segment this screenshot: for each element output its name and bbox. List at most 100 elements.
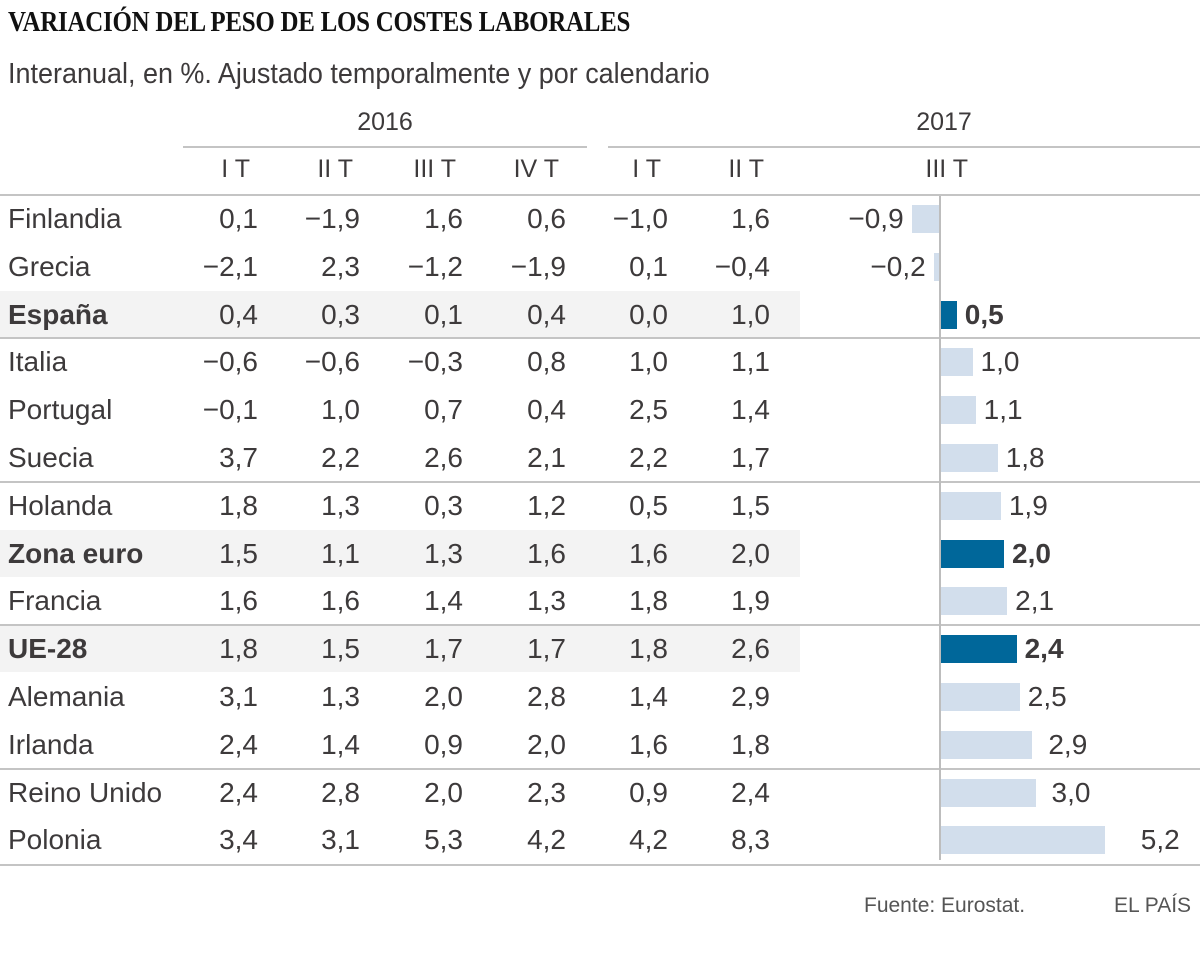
value-cell: 1,8 (219, 633, 258, 665)
table-row: España 0,4 0,3 0,1 0,4 0,0 1,0 0,5 (0, 290, 1200, 339)
country-name: Francia (8, 585, 102, 617)
zero-axis (939, 196, 941, 860)
bar-label: 3,0 (1051, 776, 1091, 808)
country-name: Grecia (8, 250, 91, 282)
row-highlight (0, 290, 800, 338)
year-header-2016: 2016 (357, 108, 413, 136)
table-row: Irlanda 2,4 1,4 0,9 2,0 1,6 1,8 2,9 (0, 721, 1200, 769)
value-cell: 2,2 (629, 442, 668, 473)
quarter-header: I T (632, 155, 661, 183)
value-cell: 1,6 (219, 585, 258, 617)
table-row: Suecia 3,7 2,2 2,6 2,1 2,2 1,7 1,8 (0, 434, 1200, 482)
value-cell: 1,5 (731, 489, 770, 521)
value-cell: 3,1 (219, 681, 258, 712)
value-cell: 2,8 (321, 776, 360, 808)
value-cell: 0,4 (219, 298, 258, 330)
table-row: Finlandia 0,1 −1,9 1,6 0,6 −1,0 1,6 −0,9 (0, 195, 1200, 243)
bar-label: 0,5 (964, 298, 1004, 330)
bar-label: 2,9 (1048, 728, 1088, 760)
value-cell: 4,2 (629, 824, 668, 856)
table-row: Portugal −0,1 1,0 0,7 0,4 2,5 1,4 1,1 (0, 386, 1200, 434)
value-cell: −0,4 (714, 250, 770, 282)
country-name: Portugal (8, 394, 113, 426)
bar (941, 444, 998, 472)
quarter-header: II T (317, 155, 353, 183)
value-cell: 0,1 (629, 250, 668, 282)
bar-label: −0,9 (848, 203, 904, 234)
country-name: Suecia (8, 442, 94, 473)
country-name: Finlandia (8, 203, 122, 234)
value-cell: 2,3 (527, 776, 566, 808)
value-cell: −0,1 (202, 394, 258, 426)
bar (933, 252, 940, 281)
table-row: Francia 1,6 1,6 1,4 1,3 1,8 1,9 2,1 (0, 577, 1200, 625)
value-cell: 4,2 (527, 824, 566, 856)
value-cell: 2,0 (424, 681, 463, 712)
value-cell: 1,5 (321, 633, 360, 665)
value-cell: 1,1 (321, 537, 360, 569)
table-row: Italia −0,6 −0,6 −0,3 0,8 1,0 1,1 1,0 (0, 338, 1200, 386)
value-cell: 1,3 (321, 681, 360, 712)
bar (941, 826, 1105, 855)
bar-label: 2,5 (1027, 681, 1067, 712)
value-cell: 1,7 (527, 633, 566, 665)
value-cell: 1,3 (527, 585, 566, 617)
bar-label: 1,8 (1005, 442, 1045, 473)
value-cell: 0,4 (527, 394, 566, 426)
value-cell: 0,1 (424, 298, 463, 330)
table-row: Reino Unido 2,4 2,8 2,0 2,3 0,9 2,4 3,0 (0, 769, 1200, 817)
quarter-header: III T (413, 155, 456, 183)
value-cell: 2,0 (731, 537, 770, 569)
value-cell: 1,8 (629, 585, 668, 617)
bar-label: 5,2 (1140, 824, 1180, 856)
country-name: España (8, 298, 108, 330)
value-cell: 1,0 (321, 394, 360, 426)
value-cell: 1,6 (629, 728, 668, 760)
row-divider (0, 864, 1200, 866)
value-cell: 1,7 (731, 442, 770, 473)
value-cell: 1,3 (321, 489, 360, 521)
bar (941, 396, 976, 425)
value-cell: 2,6 (731, 633, 770, 665)
country-name: Italia (8, 346, 68, 378)
value-cell: 0,7 (424, 394, 463, 426)
value-cell: −2,1 (202, 250, 258, 282)
value-cell: 1,3 (424, 537, 463, 569)
quarter-header: II T (728, 155, 764, 183)
value-cell: 2,0 (527, 728, 566, 760)
value-cell: 2,5 (629, 394, 668, 426)
value-cell: 2,2 (321, 442, 360, 473)
value-cell: −0,3 (407, 346, 463, 378)
value-cell: 2,9 (731, 681, 770, 712)
value-cell: 1,4 (731, 394, 770, 426)
bar-label: −0,2 (870, 250, 926, 282)
value-cell: 0,9 (629, 776, 668, 808)
row-divider (0, 624, 1200, 626)
value-cell: 1,0 (731, 298, 770, 330)
country-name: Irlanda (8, 728, 94, 760)
value-cell: 8,3 (731, 824, 770, 856)
country-name: Holanda (8, 489, 113, 521)
value-cell: 2,1 (527, 442, 566, 473)
row-divider (0, 768, 1200, 770)
value-cell: 2,0 (424, 776, 463, 808)
value-cell: 1,9 (731, 585, 770, 617)
chart-title: VARIACIÓN DEL PESO DE LOS COSTES LABORAL… (8, 6, 631, 38)
bar-label: 2,4 (1024, 633, 1064, 665)
row-highlight (0, 529, 800, 577)
bar (941, 683, 1020, 711)
year-underline-2016 (183, 146, 587, 148)
value-cell: 1,6 (321, 585, 360, 617)
value-cell: 1,5 (219, 537, 258, 569)
bar (941, 778, 1036, 807)
table-row: Polonia 3,4 3,1 5,3 4,2 4,2 8,3 5,2 (0, 816, 1200, 864)
value-cell: 2,6 (424, 442, 463, 473)
value-cell: 3,1 (321, 824, 360, 856)
value-cell: 0,1 (219, 203, 258, 234)
value-cell: 0,0 (629, 298, 668, 330)
publisher-credit: EL PAÍS (1114, 894, 1192, 917)
value-cell: 1,8 (731, 728, 770, 760)
bar (941, 539, 1004, 568)
table-row: Holanda 1,8 1,3 0,3 1,2 0,5 1,5 1,9 (0, 482, 1200, 530)
value-cell: 1,6 (527, 537, 566, 569)
